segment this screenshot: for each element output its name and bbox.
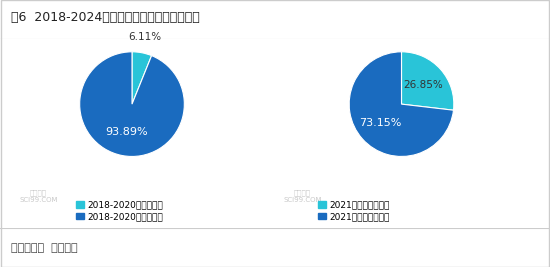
Legend: 2018-2020年负值时间, 2018-2020年正值时间: 2018-2020年负值时间, 2018-2020年正值时间	[76, 201, 163, 221]
Wedge shape	[132, 52, 152, 104]
Text: 6.11%: 6.11%	[128, 32, 162, 42]
Text: 26.85%: 26.85%	[403, 80, 443, 90]
Wedge shape	[80, 52, 184, 156]
Wedge shape	[349, 52, 454, 156]
Wedge shape	[402, 52, 454, 110]
Text: 卓创资讯
SCI99.COM: 卓创资讯 SCI99.COM	[19, 190, 58, 203]
Text: 73.15%: 73.15%	[359, 118, 401, 128]
Text: 图6  2018-2024年粉壳、褐壳鸡蛋价差统计图: 图6 2018-2024年粉壳、褐壳鸡蛋价差统计图	[11, 11, 200, 24]
Text: 卓创资讯
SCI99.COM: 卓创资讯 SCI99.COM	[283, 190, 322, 203]
Text: 数据来源：  卓创资讯: 数据来源： 卓创资讯	[11, 243, 78, 253]
Text: 93.89%: 93.89%	[105, 127, 148, 138]
Legend: 2021年至今负值时间, 2021年至今正值时间: 2021年至今负值时间, 2021年至今正值时间	[318, 201, 390, 221]
